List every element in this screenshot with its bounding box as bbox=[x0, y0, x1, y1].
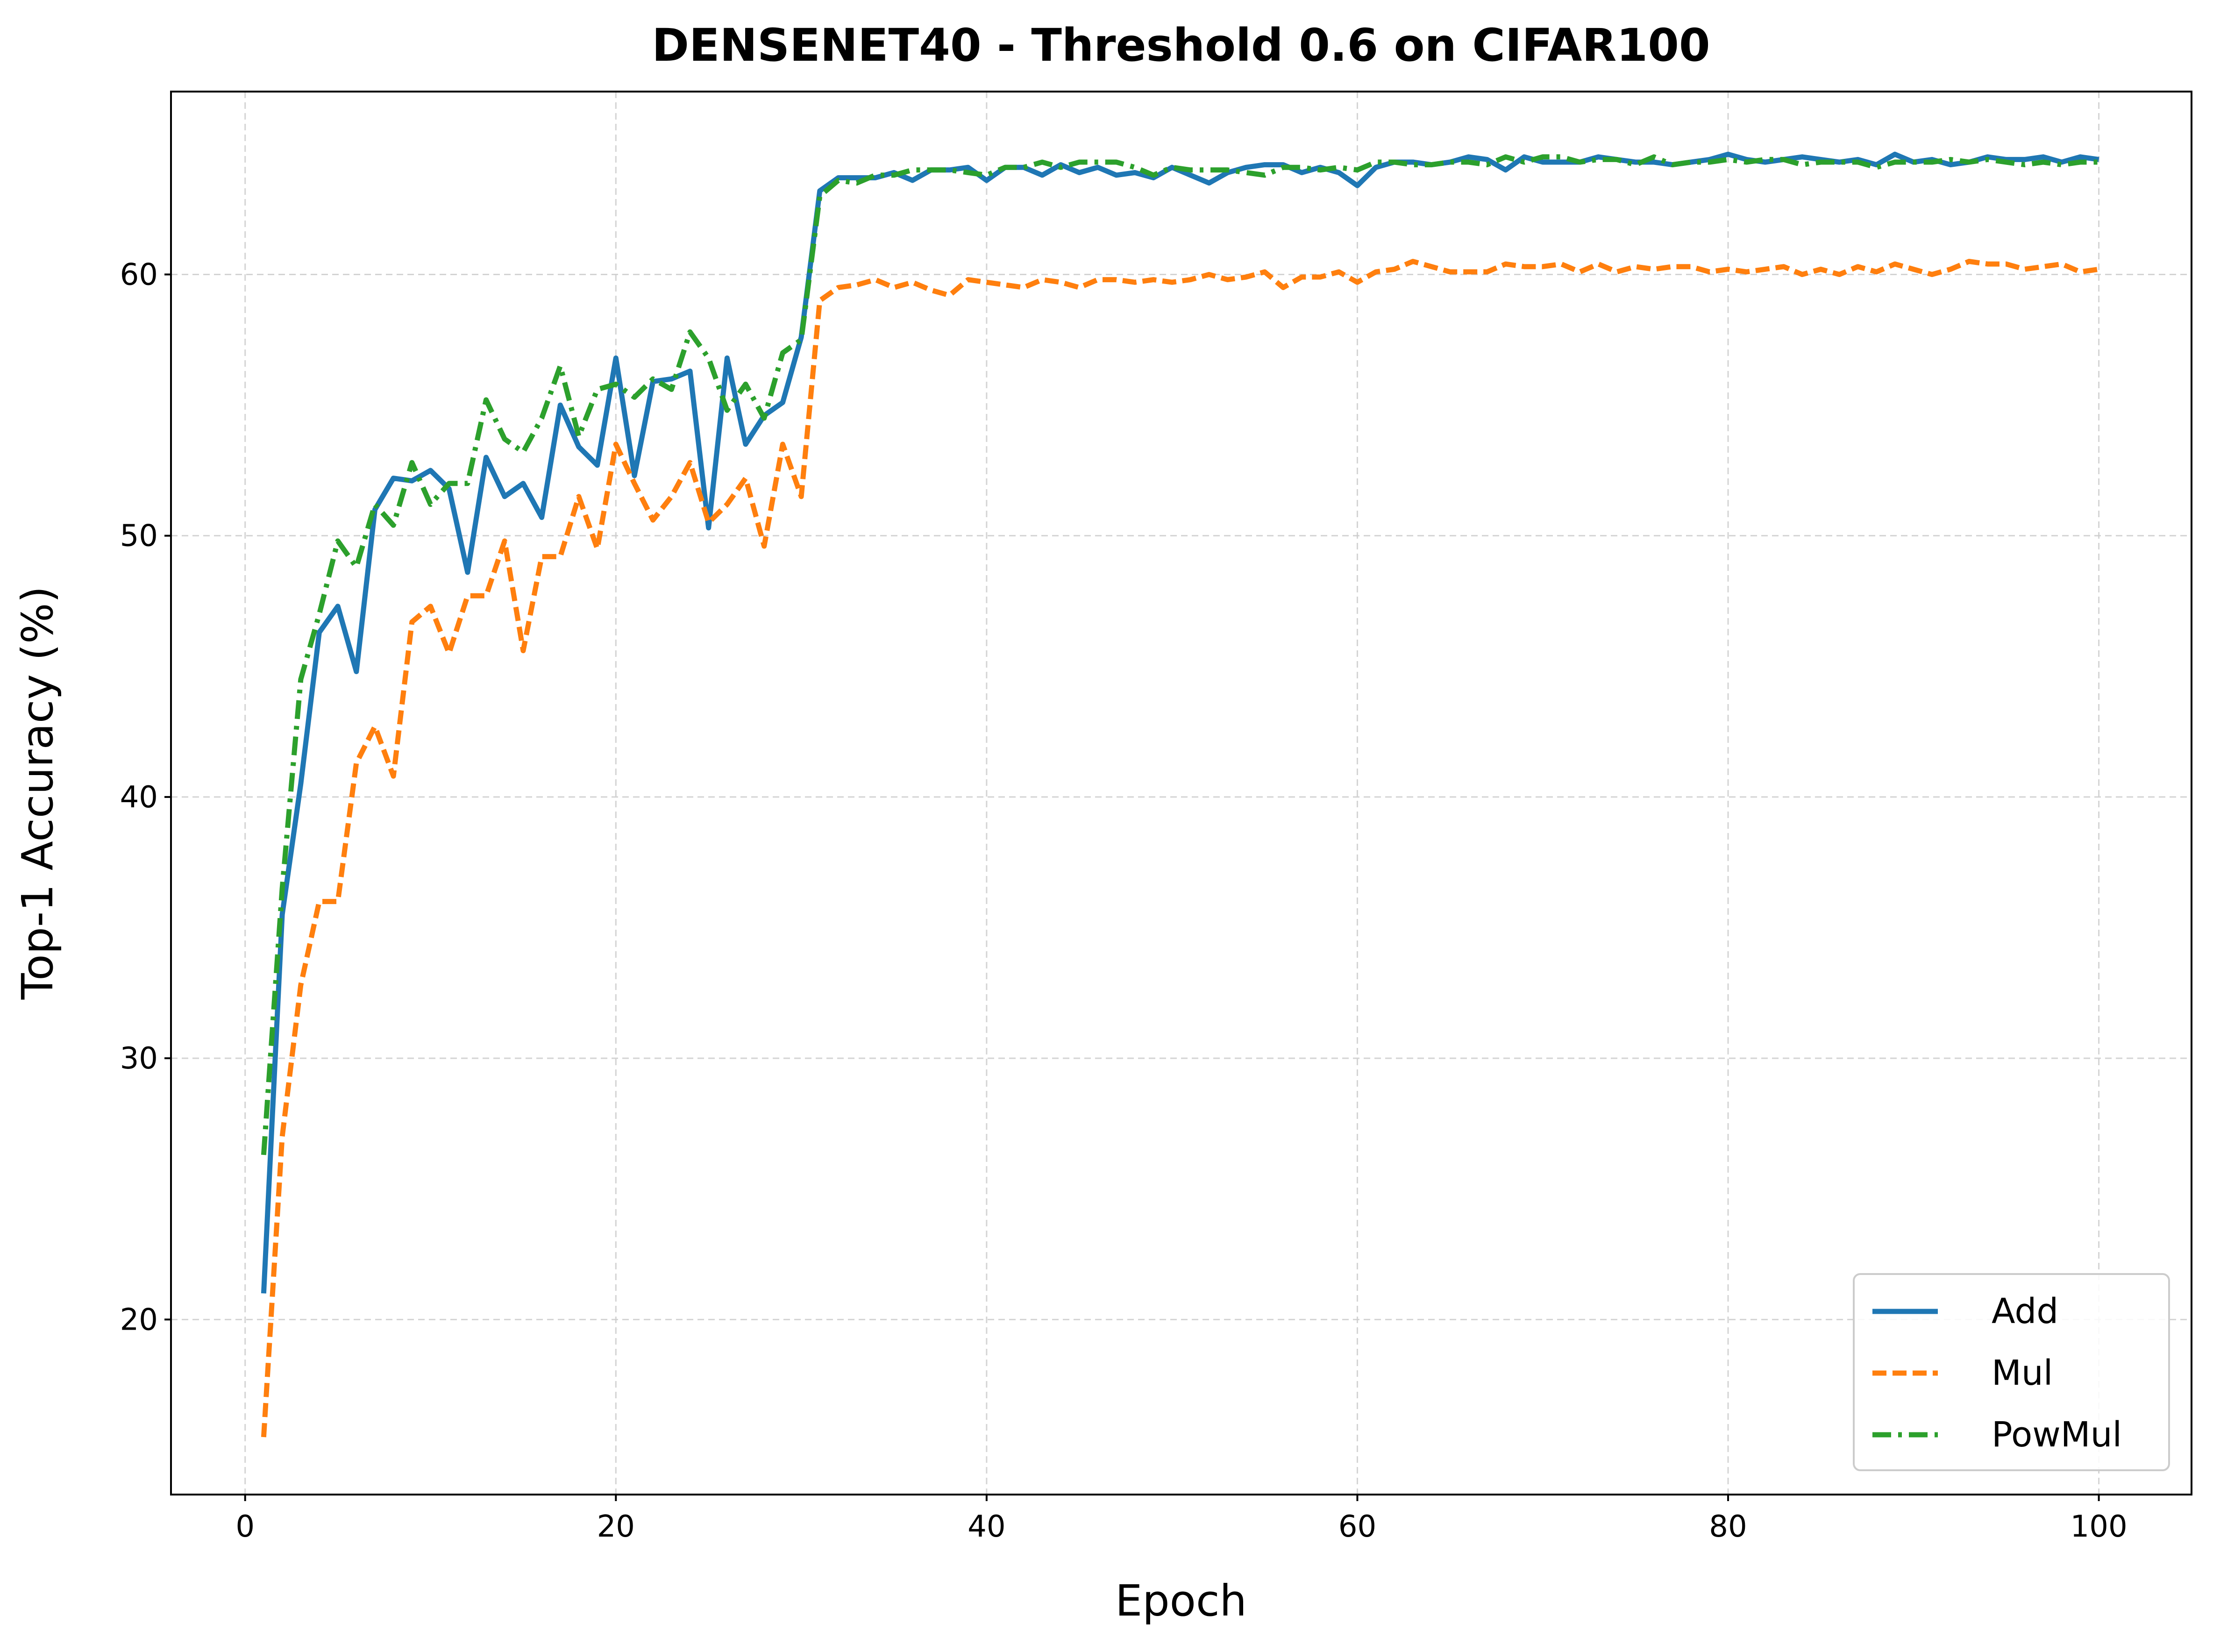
x-axis-label: Epoch bbox=[1115, 1576, 1247, 1626]
y-tick-label: 20 bbox=[120, 1303, 158, 1337]
legend-box bbox=[1853, 1273, 2170, 1471]
x-tick-label: 0 bbox=[235, 1510, 255, 1544]
legend: Add Mul PowMul bbox=[1853, 1273, 2170, 1471]
axis-ticks: 0 20 40 60 80 100 20 30 40 50 60 bbox=[120, 257, 2128, 1544]
x-tick-label: 100 bbox=[2071, 1510, 2128, 1544]
series-line-powmul bbox=[261, 154, 2099, 1155]
legend-label-add: Add bbox=[1992, 1291, 2058, 1332]
x-tick-label: 40 bbox=[968, 1510, 1005, 1544]
y-tick-label: 40 bbox=[120, 780, 158, 815]
y-tick-label: 30 bbox=[120, 1041, 158, 1076]
legend-label-mul: Mul bbox=[1992, 1353, 2053, 1393]
gridlines bbox=[171, 92, 2192, 1495]
series-lines bbox=[261, 151, 2099, 1438]
y-axis-label: Top-1 Accuracy (%) bbox=[13, 586, 63, 1000]
plot-frame bbox=[170, 91, 2192, 1495]
y-tick-label: 50 bbox=[120, 519, 158, 554]
y-tick-label: 60 bbox=[120, 257, 158, 292]
x-tick-label: 80 bbox=[1709, 1510, 1747, 1544]
chart-title: DENSENET40 - Threshold 0.6 on CIFAR100 bbox=[652, 19, 1710, 71]
series-line-mul bbox=[261, 259, 2099, 1438]
legend-label-powmul: PowMul bbox=[1992, 1415, 2122, 1455]
x-tick-label: 20 bbox=[597, 1510, 635, 1544]
x-tick-label: 60 bbox=[1338, 1510, 1376, 1544]
